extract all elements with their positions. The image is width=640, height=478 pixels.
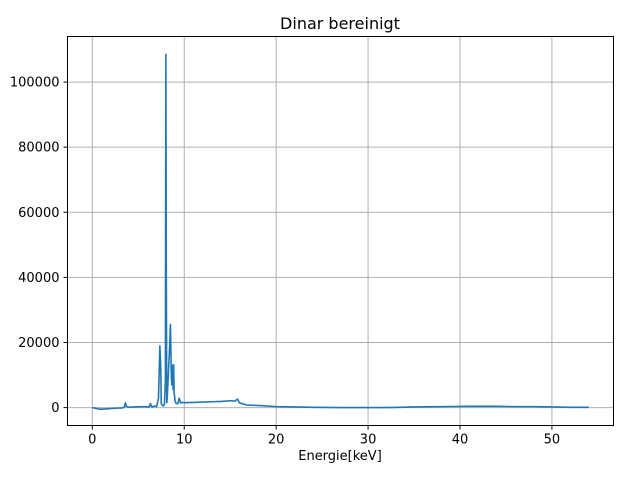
x-axis-label: Energie[keV] — [298, 449, 382, 464]
y-axis: 0 20000 40000 60000 80000 100000 — [10, 76, 68, 416]
grid-lines — [67, 36, 614, 426]
series-line — [92, 53, 589, 411]
plot-frame — [67, 36, 614, 426]
y-tick-label: 60000 — [18, 206, 59, 221]
x-tick-label: 30 — [360, 433, 377, 448]
x-tick-label: 50 — [544, 433, 561, 448]
x-tick-label: 10 — [176, 433, 193, 448]
y-tick-label: 0 — [51, 401, 59, 416]
x-axis: 0 10 20 30 40 50 — [88, 425, 561, 448]
y-tick-label: 20000 — [18, 336, 59, 351]
series-layer — [92, 53, 589, 411]
x-tick-label: 0 — [88, 433, 96, 448]
y-tick-label: 80000 — [18, 141, 59, 156]
y-tick-label: 100000 — [10, 76, 60, 91]
chart-title: Dinar bereinigt — [280, 14, 400, 33]
x-tick-label: 40 — [452, 433, 469, 448]
y-tick-label: 40000 — [18, 271, 59, 286]
x-tick-label: 20 — [268, 433, 285, 448]
